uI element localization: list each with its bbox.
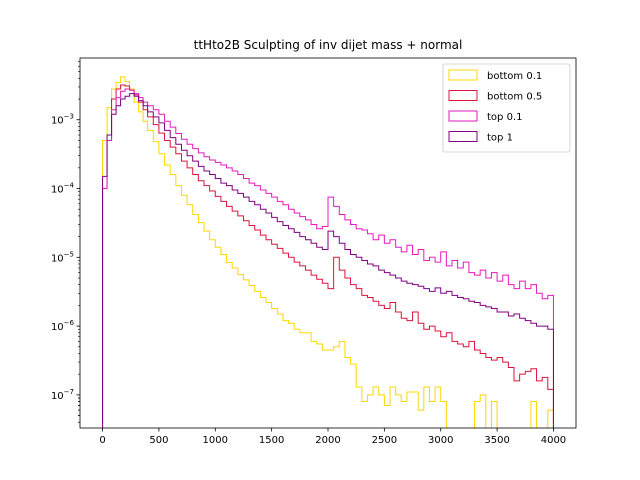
y-tick-label: 10−4	[51, 182, 75, 196]
legend-box	[442, 63, 571, 153]
x-tick-label: 0	[99, 435, 105, 446]
legend: bottom 0.1 bottom 0.5 top 0.1 top 1	[442, 63, 571, 153]
series-line-4	[102, 93, 554, 428]
legend-label-1: bottom 0.1	[487, 71, 542, 82]
series-line-1	[102, 76, 554, 428]
legend-label-2: bottom 0.5	[487, 92, 542, 103]
x-tick-label: 3500	[484, 435, 509, 446]
x-tick-label: 500	[149, 435, 168, 446]
series-line-2	[102, 84, 554, 428]
x-tick-label: 4000	[541, 435, 566, 446]
y-tick-label: 10−6	[51, 319, 75, 333]
x-tick-label: 1500	[259, 435, 284, 446]
legend-swatch-4	[448, 131, 478, 142]
legend-label-3: top 0.1	[487, 112, 522, 123]
y-tick-label: 10−7	[51, 388, 74, 402]
series-line-3	[102, 88, 554, 428]
y-tick-label: 10−5	[51, 250, 74, 264]
y-tick-label: 10−3	[51, 113, 74, 127]
legend-label-4: top 1	[487, 133, 513, 144]
x-tick-label: 1000	[203, 435, 228, 446]
x-tick-label: 3000	[428, 435, 453, 446]
legend-swatch-2	[448, 90, 478, 101]
x-tick-label: 2000	[315, 435, 340, 446]
x-axis: 0 500 1000 1500 2000 2500 3000 3500 4000	[99, 428, 566, 446]
legend-swatch-3	[448, 110, 478, 122]
x-tick-label: 2500	[372, 435, 397, 446]
y-axis: 10−7 10−6 10−5 10−4 10−3	[51, 61, 80, 423]
legend-swatch-1	[448, 69, 478, 81]
chart-title: ttHto2B Sculpting of inv dijet mass + no…	[194, 38, 463, 52]
series-layer	[102, 76, 554, 428]
